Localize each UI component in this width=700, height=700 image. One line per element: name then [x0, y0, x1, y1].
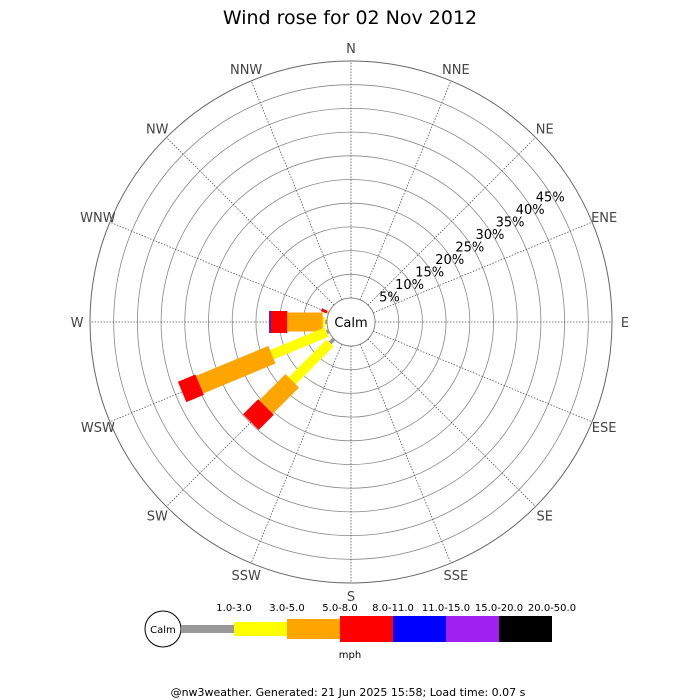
legend-label: 5.0-8.0: [322, 603, 357, 614]
polar-grid: [89, 60, 613, 584]
bar-wsw-8.0-11.0: [177, 374, 204, 403]
grid-spoke: [109, 221, 329, 314]
legend-label: 11.0-15.0: [422, 603, 470, 614]
bar-w-11.0-15.0: [269, 311, 271, 333]
grid-spoke: [166, 137, 335, 306]
chart-title: Wind rose for 02 Nov 2012: [223, 7, 477, 29]
grid-spoke: [373, 221, 593, 314]
legend-swatch-1.0-3.0: [181, 625, 234, 633]
calm-circle: Calm: [326, 297, 376, 347]
calm-label: Calm: [334, 316, 367, 331]
direction-label-w: W: [71, 316, 84, 331]
direction-labels: N NNE NE ENE E ESE SE SSE S SSW SW WSW W WNW NW NNW: [71, 42, 630, 605]
direction-label-nne: NNE: [442, 63, 470, 78]
legend-swatch-5.0-8.0: [287, 619, 340, 639]
grid-spoke: [373, 330, 593, 423]
bar-wsw-3.0-5.0: [270, 327, 329, 360]
legend-calm-label: Calm: [150, 625, 176, 636]
legend-swatch-3.0-5.0: [234, 622, 287, 636]
bar-wnw-3.0-5.0: [326, 310, 329, 314]
direction-label-ne: NE: [536, 122, 554, 137]
bar-w-8.0-11.0: [270, 311, 288, 333]
direction-label-wnw: WNW: [80, 211, 116, 226]
direction-label-ese: ESE: [592, 421, 617, 436]
legend-swatch-8.0-11.0: [340, 616, 393, 642]
percent-labels: 5%10%15%20%25%30%35%40%45%: [379, 190, 565, 305]
grid-spoke: [250, 80, 343, 300]
speed-legend: Calm 1.0-3.0 3.0-5.0 5.0-8.0 8.0-11.0 11.0-1…: [144, 603, 576, 661]
grid-ring: [255, 226, 447, 418]
bar-wsw-1.0-3.0: [325, 329, 330, 334]
legend-unit: mph: [339, 650, 361, 661]
footer-text: @nw3weather. Generated: 21 Jun 2025 15:5…: [171, 686, 526, 699]
percent-label: 45%: [536, 190, 565, 205]
direction-label-ene: ENE: [591, 211, 617, 226]
direction-label-wsw: WSW: [81, 421, 115, 436]
legend-label: 15.0-20.0: [475, 603, 523, 614]
grid-spoke: [359, 344, 452, 564]
bar-w-5.0-8.0: [287, 312, 323, 332]
legend-label: 1.0-3.0: [216, 603, 251, 614]
grid-spoke: [359, 80, 452, 300]
percent-label: 20%: [435, 253, 464, 268]
direction-label-nnw: NNW: [230, 63, 262, 78]
direction-label-n: N: [346, 42, 356, 57]
bar-sw-8.0-11.0: [243, 399, 274, 430]
bar-sw-5.0-8.0: [259, 374, 299, 414]
grid-ring: [231, 202, 471, 442]
wind-bars: [177, 308, 336, 430]
percent-label: 25%: [455, 240, 484, 255]
direction-label-s: S: [347, 590, 355, 605]
bar-sw-3.0-5.0: [288, 339, 334, 385]
bar-wnw-8.0-11.0: [320, 308, 328, 314]
percent-label: 40%: [516, 203, 545, 218]
legend-label: 8.0-11.0: [372, 603, 414, 614]
percent-label: 35%: [496, 215, 525, 230]
direction-label-ssw: SSW: [231, 569, 261, 584]
grid-ring: [89, 60, 613, 584]
grid-spoke: [367, 338, 536, 507]
legend-swatch-11.0-15.0: [393, 616, 446, 642]
percent-label: 15%: [415, 266, 444, 281]
percent-label: 10%: [395, 278, 424, 293]
direction-label-sse: SSE: [443, 569, 468, 584]
direction-label-sw: SW: [147, 510, 168, 525]
direction-label-nw: NW: [146, 122, 169, 137]
bar-wsw-5.0-8.0: [196, 346, 276, 394]
legend-label: 20.0-50.0: [528, 603, 576, 614]
percent-label: 30%: [475, 228, 504, 243]
percent-label: 5%: [379, 291, 400, 306]
direction-label-e: E: [621, 316, 629, 331]
legend-label: 3.0-5.0: [269, 603, 304, 614]
legend-swatch-15.0-20.0: [446, 616, 499, 642]
grid-spoke: [367, 137, 536, 306]
bar-w-3.0-5.0: [322, 317, 326, 327]
direction-label-se: SE: [537, 510, 553, 525]
legend-swatch-20.0-50.0: [499, 616, 552, 642]
grid-spoke: [250, 344, 343, 564]
